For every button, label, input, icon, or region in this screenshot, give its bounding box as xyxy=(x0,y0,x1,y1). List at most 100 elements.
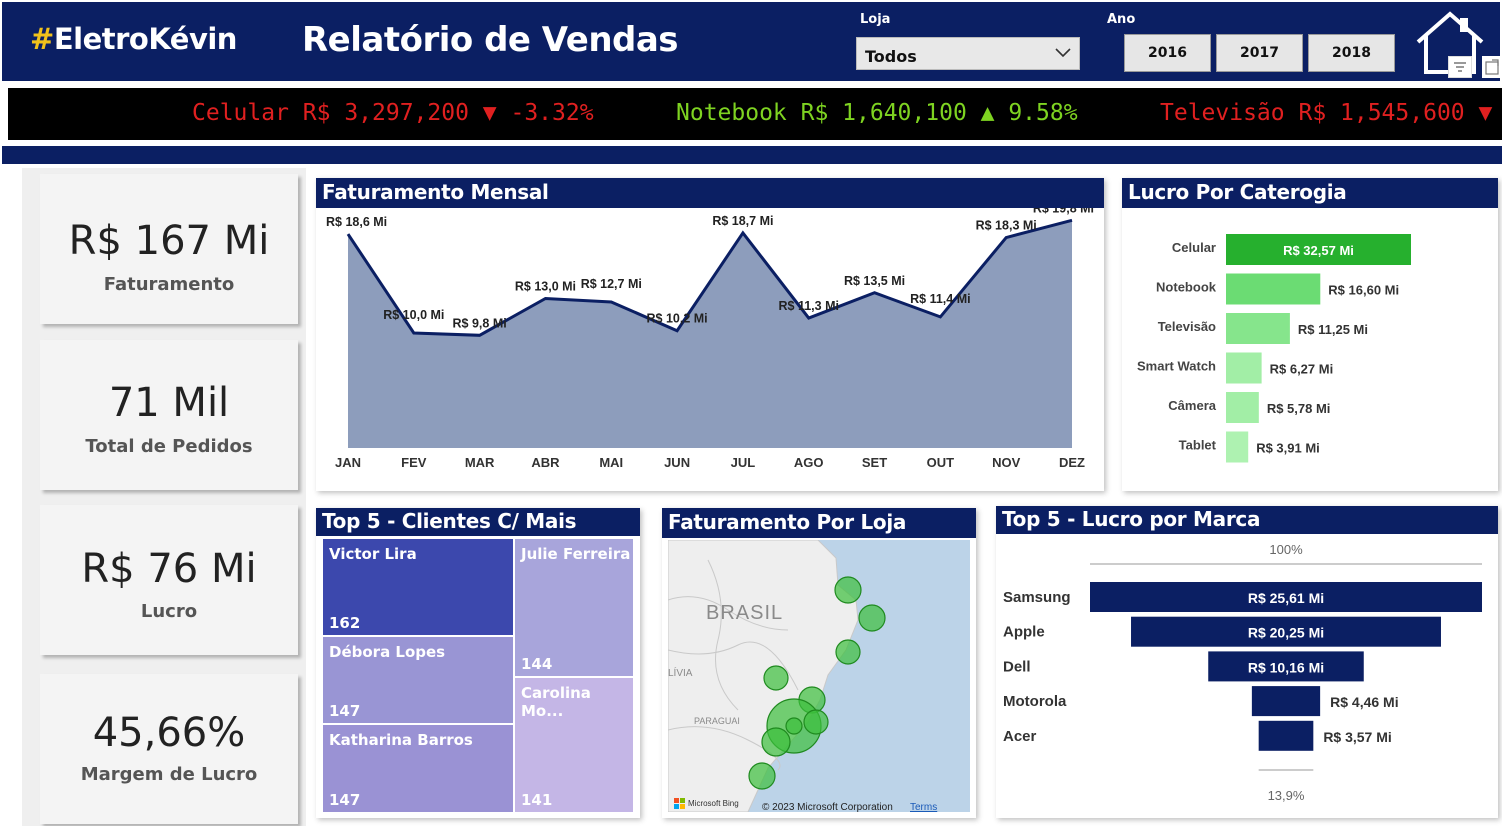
monthly-revenue-chart[interactable]: JAN R$ 18,6 Mi FEV R$ 10,0 Mi MAR R$ 9,8 Mi AB… xyxy=(316,208,1104,491)
x-tick-label: MAI xyxy=(599,455,623,470)
area-fill xyxy=(348,220,1072,448)
data-label: R$ 18,6 Mi xyxy=(326,215,387,229)
data-label: R$ 10,0 Mi xyxy=(383,308,444,322)
client-orders: 162 xyxy=(329,614,361,632)
ticker-item-celular: Celular R$ 3,297,200 ▼ -3.32% xyxy=(192,100,594,126)
funnel-bar[interactable] xyxy=(1258,720,1314,751)
store-marker[interactable] xyxy=(763,665,789,691)
funnel-top-percent: 100% xyxy=(1269,542,1303,557)
kpi-card-pedidos: 71 Mil Total de Pedidos xyxy=(40,340,298,490)
data-label: R$ 20,25 Mi xyxy=(1248,625,1324,641)
brand-label: Dell xyxy=(1003,658,1031,675)
data-label: R$ 4,46 Mi xyxy=(1330,694,1398,710)
filter-icon[interactable] xyxy=(1448,56,1472,78)
year-button-2018[interactable]: 2018 xyxy=(1308,34,1395,72)
category-bar[interactable] xyxy=(1226,431,1249,463)
client-name: Débora Lopes xyxy=(329,643,446,661)
x-tick-label: NOV xyxy=(992,455,1021,470)
x-tick-label: OUT xyxy=(927,455,955,470)
year-button-2017[interactable]: 2017 xyxy=(1216,34,1303,72)
funnel-bar[interactable] xyxy=(1208,651,1364,682)
ticker-item-televisao: Televisão R$ 1,545,600 ▼ xyxy=(1160,100,1493,126)
x-tick-label: ABR xyxy=(531,455,560,470)
category-label: Celular xyxy=(1172,240,1216,255)
map-copyright: © 2023 Microsoft Corporation xyxy=(762,802,893,812)
data-label: R$ 18,3 Mi xyxy=(976,219,1037,233)
data-label: R$ 6,27 Mi xyxy=(1270,362,1334,377)
x-tick-label: DEZ xyxy=(1059,455,1085,470)
treemap-cell[interactable]: Carolina Mo... 141 xyxy=(514,677,634,813)
expand-icon[interactable] xyxy=(1482,56,1502,78)
client-orders: 147 xyxy=(329,702,361,720)
brand-profit-funnel[interactable]: 100% Samsung R$ 25,61 Mi Apple R$ 20,25 Mi De… xyxy=(996,534,1498,818)
x-tick-label: JUL xyxy=(731,455,756,470)
brand-label: Motorola xyxy=(1003,693,1067,710)
page-title: Relatório de Vendas xyxy=(302,20,679,60)
category-bar[interactable] xyxy=(1226,234,1411,265)
store-marker[interactable] xyxy=(748,762,776,790)
client-name: Victor Lira xyxy=(329,545,417,563)
kpi-label: Total de Pedidos xyxy=(85,436,253,457)
kpi-value: R$ 76 Mi xyxy=(81,546,257,592)
kpi-card-lucro: R$ 76 Mi Lucro xyxy=(40,505,298,655)
kpi-value: R$ 167 Mi xyxy=(68,218,270,264)
client-name: Katharina Barros xyxy=(329,731,473,749)
store-revenue-map[interactable]: BRASIL LÍVIA PARAGUAI Microsoft Bing © 2… xyxy=(668,540,970,812)
store-revenue-map-card: Faturamento Por Loja BRASIL LÍVIA PARAGU… xyxy=(662,508,976,818)
store-marker[interactable] xyxy=(785,717,803,735)
client-orders: 144 xyxy=(521,655,553,673)
category-label: Televisão xyxy=(1158,319,1216,334)
brand-label: Acer xyxy=(1003,728,1037,745)
kpi-label: Margem de Lucro xyxy=(80,764,258,785)
treemap-cell[interactable]: Katharina Barros 147 xyxy=(322,724,514,813)
funnel-bar[interactable] xyxy=(1090,582,1482,612)
category-bar[interactable] xyxy=(1226,313,1290,344)
data-label: R$ 13,5 Mi xyxy=(844,274,905,288)
data-label: R$ 11,3 Mi xyxy=(779,299,839,313)
store-dropdown-value: Todos xyxy=(865,47,917,66)
store-marker[interactable] xyxy=(834,576,862,604)
store-marker[interactable] xyxy=(761,727,791,757)
client-orders: 147 xyxy=(329,791,361,809)
kpi-card-faturamento: R$ 167 Mi Faturamento xyxy=(40,174,298,324)
treemap-cell[interactable]: Julie Ferreira 144 xyxy=(514,538,634,677)
year-button-2016[interactable]: 2016 xyxy=(1124,34,1211,72)
kpi-card-margem: 45,66% Margem de Lucro xyxy=(40,674,298,824)
category-bar[interactable] xyxy=(1226,392,1259,423)
category-bar[interactable] xyxy=(1226,273,1321,305)
data-label: R$ 11,25 Mi xyxy=(1298,322,1368,337)
map-label-paraguai: PARAGUAI xyxy=(694,716,740,726)
category-label: Smart Watch xyxy=(1137,359,1216,374)
sales-ticker: Celular R$ 3,297,200 ▼ -3.32% Notebook R… xyxy=(8,88,1502,140)
store-marker[interactable] xyxy=(835,639,861,665)
treemap-cell[interactable]: Victor Lira 162 xyxy=(322,538,514,636)
data-label: R$ 32,57 Mi xyxy=(1283,243,1354,258)
kpi-label: Lucro xyxy=(140,601,198,622)
category-bar[interactable] xyxy=(1226,352,1262,384)
year-filter-label: Ano xyxy=(1107,12,1136,27)
ticker-item-notebook: Notebook R$ 1,640,100 ▲ 9.58% xyxy=(676,100,1078,126)
store-dropdown[interactable]: Todos xyxy=(856,37,1080,70)
monthly-revenue-card: Faturamento Mensal JAN R$ 18,6 Mi FEV R$ 10… xyxy=(316,178,1104,491)
data-label: R$ 3,57 Mi xyxy=(1323,729,1391,745)
category-label: Câmera xyxy=(1168,398,1216,413)
data-label: R$ 13,0 Mi xyxy=(515,280,576,294)
data-label: R$ 16,60 Mi xyxy=(1328,283,1399,298)
card-title: Faturamento Mensal xyxy=(316,178,1104,208)
funnel-bar[interactable] xyxy=(1251,686,1321,717)
data-label: R$ 18,7 Mi xyxy=(712,214,773,228)
chevron-down-icon xyxy=(1055,48,1071,58)
top-brands-card: Top 5 - Lucro por Marca 100% Samsung R$ 25… xyxy=(996,506,1498,818)
store-marker[interactable] xyxy=(803,709,829,735)
map-provider: Microsoft Bing xyxy=(688,799,739,808)
treemap-cell[interactable]: Débora Lopes 147 xyxy=(322,636,514,724)
funnel-bar[interactable] xyxy=(1131,616,1441,647)
store-marker[interactable] xyxy=(858,604,886,632)
client-name: Carolina Mo... xyxy=(521,684,591,720)
card-title: Top 5 - Lucro por Marca xyxy=(996,506,1498,534)
map-terms-link[interactable]: Terms xyxy=(910,802,937,812)
series-line xyxy=(346,218,1073,337)
brand-logo: #EletroKévin xyxy=(30,22,237,56)
category-profit-chart[interactable]: Celular R$ 32,57 Mi Notebook R$ 16,60 Mi Tel… xyxy=(1122,208,1498,491)
funnel-bottom-percent: 13,9% xyxy=(1268,788,1305,803)
